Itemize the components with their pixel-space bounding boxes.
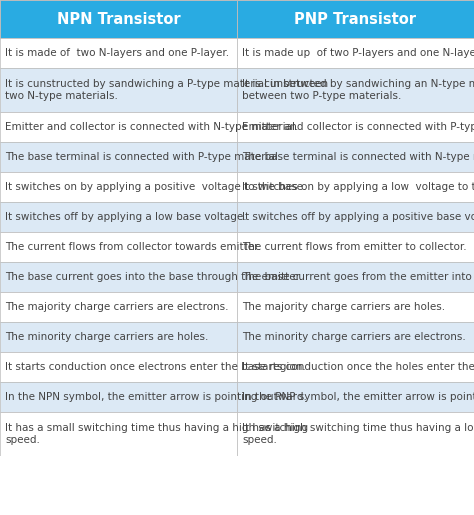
Bar [0,412,237,456]
Bar [0,38,237,68]
Text: In the NPN symbol, the emitter arrow is pointing outward.: In the NPN symbol, the emitter arrow is … [5,392,307,402]
Bar [0,112,237,142]
Text: The current flows from collector towards emitter.: The current flows from collector towards… [5,242,261,252]
Text: In the PNP symbol, the emitter arrow is pointing inward.: In the PNP symbol, the emitter arrow is … [242,392,474,402]
Bar [0,232,237,262]
Bar [237,352,474,382]
Bar [237,412,474,456]
Text: It starts conduction once electrons enter the base region.: It starts conduction once electrons ente… [5,362,306,372]
Text: NPN Transistor: NPN Transistor [57,11,180,26]
Bar [0,292,237,322]
Bar [0,68,237,112]
Bar [237,0,474,38]
Text: The current flows from emitter to collector.: The current flows from emitter to collec… [242,242,466,252]
Bar [0,142,237,172]
Bar [0,382,237,412]
Bar [237,68,474,112]
Text: Emitter and collector is connected with P-type material.: Emitter and collector is connected with … [242,122,474,132]
Text: It is made of  two N-layers and one P-layer.: It is made of two N-layers and one P-lay… [5,48,229,58]
Text: The minority charge carriers are electrons.: The minority charge carriers are electro… [242,332,466,342]
Bar [0,352,237,382]
Bar [237,112,474,142]
Text: It switches on by applying a low  voltage to the base.: It switches on by applying a low voltage… [242,182,474,192]
Text: The minority charge carriers are holes.: The minority charge carriers are holes. [5,332,209,342]
Bar [0,262,237,292]
Text: It is made up  of two P-layers and one N-layer.: It is made up of two P-layers and one N-… [242,48,474,58]
Text: The base terminal is connected with N-type material.: The base terminal is connected with N-ty… [242,152,474,162]
Bar [237,292,474,322]
Bar [237,322,474,352]
Bar [0,456,474,515]
Text: The majority charge carriers are electrons.: The majority charge carriers are electro… [5,302,228,312]
Text: The base current goes from the emitter into the base.: The base current goes from the emitter i… [242,272,474,282]
Bar [237,262,474,292]
Bar [237,38,474,68]
Bar [237,382,474,412]
Text: The majority charge carriers are holes.: The majority charge carriers are holes. [242,302,445,312]
Text: It starts conduction once the holes enter the base region.: It starts conduction once the holes ente… [242,362,474,372]
Bar [237,172,474,202]
Text: It switches on by applying a positive  voltage to the base.: It switches on by applying a positive vo… [5,182,306,192]
Bar [0,202,237,232]
Bar [237,202,474,232]
Text: Emitter and collector is connected with N-type material.: Emitter and collector is connected with … [5,122,298,132]
Text: It switches off by applying a low base voltage.: It switches off by applying a low base v… [5,212,246,222]
Text: It has a small switching time thus having a high switching
speed.: It has a small switching time thus havin… [5,423,308,445]
Bar [0,322,237,352]
Bar [237,142,474,172]
Text: It is cunstructed by sandwiching an N-type material in
between two P-type materi: It is cunstructed by sandwiching an N-ty… [242,79,474,101]
Text: The base terminal is connected with P-type material.: The base terminal is connected with P-ty… [5,152,281,162]
Text: It has a high switching time thus having a low switching
speed.: It has a high switching time thus having… [242,423,474,445]
Text: PNP Transistor: PNP Transistor [294,11,417,26]
Bar [0,172,237,202]
Text: It switches off by applying a positive base voltage.: It switches off by applying a positive b… [242,212,474,222]
Text: It is cunstructed by sandwiching a P-type material in between
two N-type materia: It is cunstructed by sandwiching a P-typ… [5,79,328,101]
Text: The base current goes into the base through the emitter.: The base current goes into the base thro… [5,272,302,282]
Bar [0,0,237,38]
Bar [237,232,474,262]
